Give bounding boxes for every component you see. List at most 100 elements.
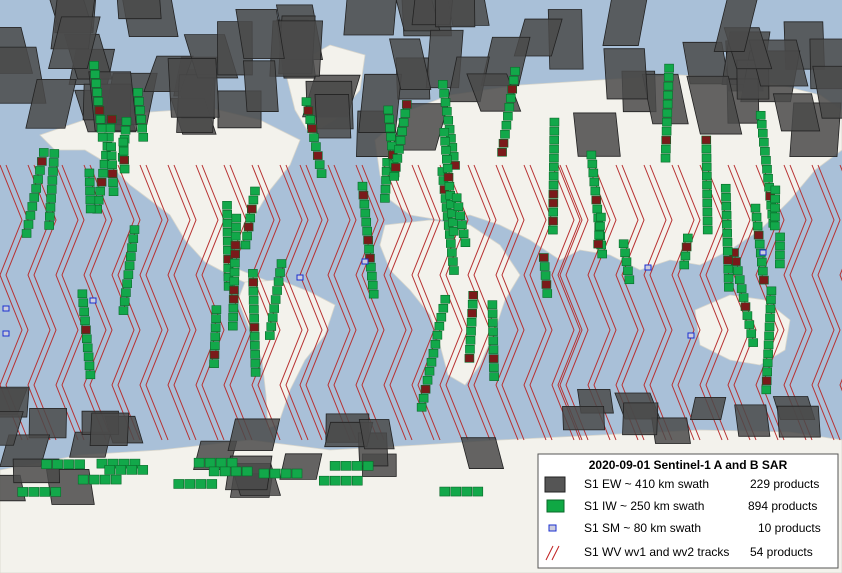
iw-frame	[93, 195, 104, 205]
iw-frame	[226, 457, 238, 468]
iw-frame	[23, 220, 34, 229]
iw-frame	[770, 185, 781, 195]
iw-frame	[266, 322, 277, 331]
wv-track	[61, 164, 85, 441]
wv-track	[789, 164, 813, 441]
iw-frame	[540, 271, 551, 280]
iw-frame	[440, 294, 451, 304]
iw-frame	[762, 164, 772, 174]
iw-frame	[472, 486, 484, 497]
legend-icon-wv	[545, 545, 560, 561]
iw-frame	[94, 106, 105, 115]
iw-frame	[74, 459, 85, 470]
ew-footprint	[25, 79, 77, 129]
iw-frame	[44, 221, 54, 230]
iw-frame	[661, 126, 672, 136]
iw-frame	[596, 212, 606, 222]
wv-track	[333, 164, 357, 441]
wv-track	[139, 164, 163, 441]
iw-frame	[763, 340, 774, 350]
iw-frame	[96, 177, 107, 187]
iw-frame	[444, 181, 455, 191]
wv-track	[677, 164, 701, 441]
iw-frame	[98, 168, 108, 178]
iw-frame	[49, 149, 60, 158]
iw-frame	[464, 353, 475, 363]
iw-frame	[662, 108, 673, 118]
iw-frame	[208, 466, 220, 477]
iw-frame	[395, 136, 406, 145]
iw-frame	[752, 221, 763, 231]
iw-frame	[721, 210, 732, 220]
wv-track	[389, 164, 413, 441]
iw-frame	[438, 303, 449, 313]
iw-frame	[465, 344, 475, 354]
iw-frame	[119, 164, 130, 174]
wv-track	[201, 164, 225, 441]
iw-frame	[84, 177, 95, 187]
iw-frame	[424, 366, 435, 376]
iw-frame	[428, 348, 439, 358]
iw-frame	[250, 350, 260, 359]
iw-frame	[761, 385, 772, 395]
wv-track	[257, 164, 281, 441]
iw-frame	[228, 312, 238, 322]
iw-frame	[273, 277, 284, 286]
ew-footprint	[689, 396, 727, 420]
iw-frame	[195, 479, 207, 489]
iw-frame	[45, 212, 55, 221]
ew-footprint	[686, 75, 743, 135]
iw-frame	[548, 216, 558, 226]
wv-track	[285, 164, 309, 441]
iw-frame	[231, 222, 241, 232]
iw-frame	[418, 393, 429, 403]
iw-frame	[362, 226, 372, 236]
iw-frame	[210, 332, 221, 341]
iw-frame	[123, 270, 134, 279]
legend-count: 229 products	[750, 477, 819, 491]
iw-frame	[624, 275, 635, 285]
iw-frame	[681, 242, 692, 252]
iw-frame	[104, 465, 116, 475]
iw-frame	[96, 124, 107, 133]
wv-track	[817, 164, 841, 441]
iw-frame	[270, 295, 281, 304]
iw-frame	[442, 154, 452, 164]
ew-footprint	[603, 48, 649, 100]
iw-frame	[229, 267, 240, 277]
iw-frame	[488, 318, 498, 327]
sm-frame	[296, 274, 304, 281]
iw-frame	[210, 341, 220, 350]
iw-frame	[510, 66, 520, 76]
iw-frame	[210, 323, 221, 332]
iw-frame	[359, 199, 370, 209]
iw-frame	[402, 100, 412, 109]
iw-frame	[361, 217, 372, 227]
iw-frame	[204, 457, 216, 468]
iw-frame	[367, 280, 378, 290]
iw-frame	[593, 239, 603, 249]
iw-frame	[722, 246, 733, 256]
wv-track	[411, 164, 435, 441]
iw-frame	[122, 279, 132, 288]
iw-frame	[230, 249, 240, 259]
iw-frame	[451, 193, 462, 203]
iw-frame	[107, 169, 118, 178]
iw-frame	[127, 243, 137, 252]
iw-frame	[316, 169, 327, 178]
sm-frame	[361, 258, 369, 265]
wv-track	[173, 164, 197, 441]
iw-frame	[243, 222, 254, 232]
iw-frame	[309, 133, 319, 142]
iw-frame	[85, 195, 96, 205]
iw-frame	[77, 289, 88, 299]
iw-frame	[381, 176, 391, 185]
iw-frame	[461, 486, 473, 497]
iw-frame	[761, 155, 771, 165]
iw-frame	[775, 259, 785, 269]
sm-frame	[2, 305, 10, 312]
iw-frame	[663, 90, 673, 100]
iw-frame	[723, 273, 734, 283]
iw-frame	[248, 269, 258, 278]
iw-frame	[420, 384, 431, 394]
